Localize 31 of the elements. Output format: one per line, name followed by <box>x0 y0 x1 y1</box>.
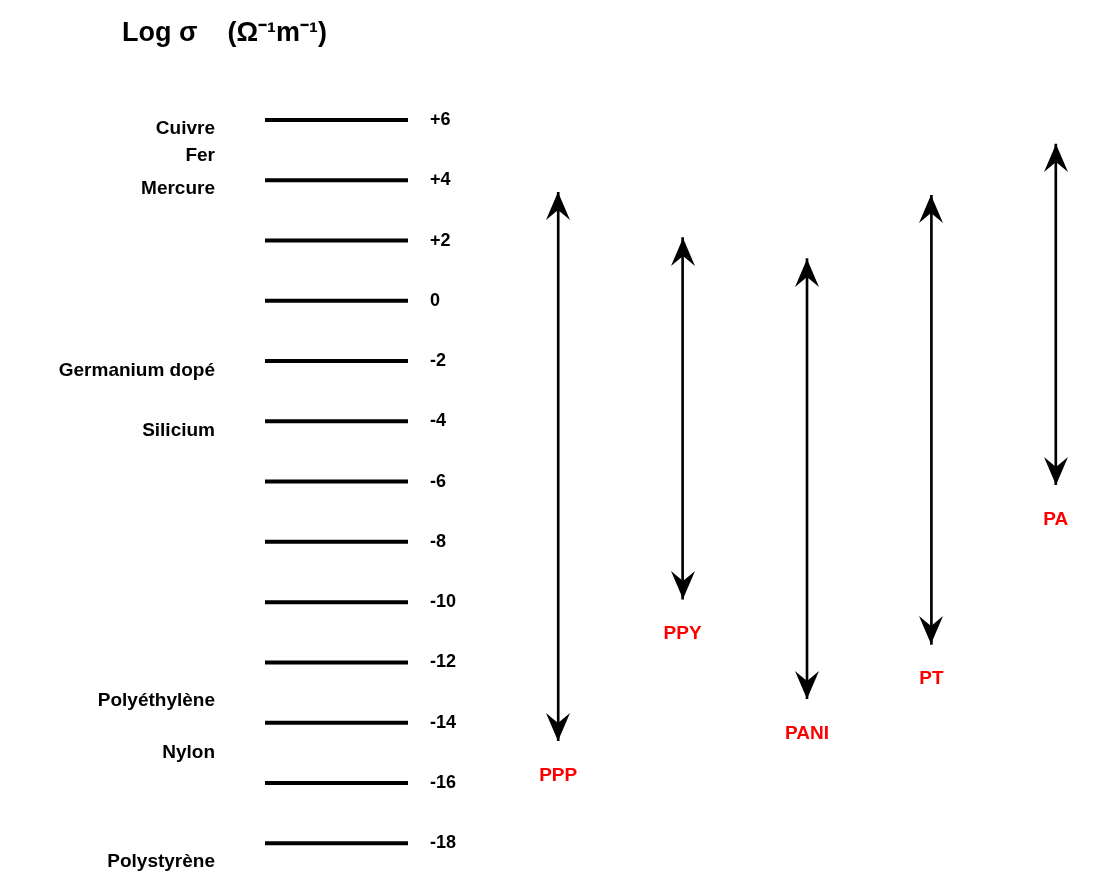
text: Germanium dopé <box>58 359 215 381</box>
text: Mercure <box>141 177 215 199</box>
y-tick-label: -16 <box>430 771 457 792</box>
x-tick-label: PANI <box>785 721 829 743</box>
y-tick-label: -4 <box>430 410 447 431</box>
y-axis-title: Log σ (Ω⁻¹m⁻¹) <box>122 16 328 49</box>
x-tick-label: PPP <box>539 763 578 785</box>
y-tick-label: +4 <box>430 169 451 190</box>
bar <box>1054 143 1058 485</box>
y-tick-label: 0 <box>430 289 441 310</box>
y-tick-label: -6 <box>430 470 447 491</box>
text: Nylon <box>162 741 215 763</box>
x-tick-label: PPY <box>663 622 702 644</box>
bar <box>930 195 933 645</box>
text: Cuivre <box>155 117 215 139</box>
y-tick-label: -12 <box>430 651 457 672</box>
text: Silicium <box>142 419 215 441</box>
y-tick-label: +2 <box>430 229 451 250</box>
text: Polystyrène <box>107 850 215 872</box>
y-tick-label: -10 <box>430 591 457 612</box>
text: Fer <box>185 144 215 166</box>
text: Polyéthylène <box>97 689 215 711</box>
y-tick-label: -14 <box>430 711 457 732</box>
y-tick-label: -18 <box>430 832 457 853</box>
x-tick-label: PT <box>919 667 944 689</box>
x-tick-label: PA <box>1043 507 1069 529</box>
bar <box>556 191 560 742</box>
y-tick-label: -2 <box>430 350 447 371</box>
y-tick-label: -8 <box>430 530 447 551</box>
y-tick-label: +6 <box>430 108 451 129</box>
bar <box>681 237 684 600</box>
